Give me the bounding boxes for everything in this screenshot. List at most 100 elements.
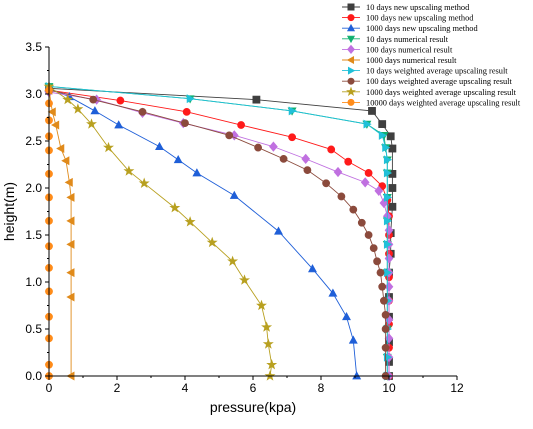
data-point xyxy=(378,282,387,291)
legend-label: 10 days weighted average upscaling resul… xyxy=(366,67,508,76)
data-point xyxy=(373,257,381,266)
data-point xyxy=(303,166,312,175)
data-point xyxy=(51,120,60,130)
data-point xyxy=(382,143,391,153)
data-point xyxy=(192,168,202,177)
data-point xyxy=(381,310,390,319)
data-point xyxy=(327,145,336,154)
data-point xyxy=(66,192,75,202)
data-point xyxy=(155,141,164,150)
legend-item: 10000 days weighted average upscaling re… xyxy=(342,98,521,107)
legend-label: 100 days numerical result xyxy=(366,45,453,54)
data-point xyxy=(342,312,351,321)
series-layer xyxy=(43,80,397,382)
data-point xyxy=(261,321,273,332)
data-point xyxy=(381,343,390,352)
data-point xyxy=(61,156,70,166)
data-point xyxy=(383,168,393,178)
y-tick-label: 2.0 xyxy=(25,181,42,195)
legend-item: 100 days weighted average upscaling resu… xyxy=(342,77,512,86)
data-point xyxy=(86,118,97,129)
data-point xyxy=(364,169,373,177)
legend-item: 1000 days weighted average upscaling res… xyxy=(342,86,517,97)
legend-item: 1000 days numerical result xyxy=(342,55,457,65)
data-point xyxy=(184,216,196,227)
data-point xyxy=(348,335,358,344)
data-point xyxy=(378,120,387,128)
legend-item: 10 days numerical result xyxy=(342,35,449,44)
data-point xyxy=(47,107,56,117)
legend-marker xyxy=(347,3,355,11)
x-tick-label: 2 xyxy=(114,381,121,395)
y-tick-label: 3.0 xyxy=(25,87,42,101)
data-point xyxy=(368,107,376,115)
data-point xyxy=(103,141,114,153)
data-point xyxy=(227,255,239,266)
legend-marker xyxy=(346,35,356,44)
x-tick-label: 12 xyxy=(450,381,464,395)
data-point xyxy=(62,93,74,105)
legend-label: 10000 days weighted average upscaling re… xyxy=(366,98,521,107)
x-axis-title: pressure(kpa) xyxy=(210,399,296,415)
x-tick-label: 6 xyxy=(250,381,257,395)
legend-marker xyxy=(346,86,356,97)
data-point xyxy=(360,177,370,188)
data-point xyxy=(383,192,393,202)
legend-label: 100 days new upscaling method xyxy=(366,14,474,23)
data-point xyxy=(364,231,373,239)
data-point xyxy=(378,130,387,140)
legend-label: 1000 days numerical result xyxy=(366,56,457,65)
data-point xyxy=(328,288,338,297)
x-tick-label: 8 xyxy=(318,381,325,395)
data-point xyxy=(383,216,393,226)
data-point xyxy=(369,244,378,253)
data-point xyxy=(381,325,390,333)
data-point xyxy=(308,264,317,273)
data-point xyxy=(262,338,274,349)
data-point xyxy=(66,239,75,249)
series-line xyxy=(48,89,387,376)
legend-label: 10 days new upscaling method xyxy=(366,3,470,12)
data-point xyxy=(374,185,384,196)
data-point xyxy=(90,106,100,115)
data-point xyxy=(66,268,75,278)
legend-item: 10 days new upscaling method xyxy=(342,3,470,12)
data-point xyxy=(269,141,278,152)
data-point xyxy=(288,106,297,116)
data-point xyxy=(89,95,98,104)
data-point xyxy=(138,107,147,116)
data-point xyxy=(322,179,330,188)
data-point xyxy=(363,119,372,129)
data-point xyxy=(256,299,267,311)
data-point xyxy=(274,226,283,235)
data-point xyxy=(237,121,245,129)
series-line xyxy=(48,87,358,377)
data-point xyxy=(379,197,389,209)
data-point xyxy=(349,205,358,214)
series-3 xyxy=(44,83,362,380)
legend-marker xyxy=(347,66,356,75)
data-point xyxy=(266,358,278,370)
x-tick-label: 0 xyxy=(46,381,53,395)
data-point xyxy=(56,144,65,153)
data-point xyxy=(114,120,124,129)
data-point xyxy=(388,144,397,153)
legend-item: 1000 days new upscaling method xyxy=(342,23,478,33)
data-point xyxy=(66,216,75,226)
data-point xyxy=(173,155,183,164)
legend-marker xyxy=(347,98,355,106)
data-point xyxy=(225,131,234,140)
legend-label: 10 days numerical result xyxy=(366,35,449,44)
data-point xyxy=(376,268,385,277)
data-point xyxy=(379,296,388,305)
legend-item: 10 days weighted average upscaling resul… xyxy=(342,66,508,76)
data-point xyxy=(64,177,73,187)
data-point xyxy=(383,239,393,249)
data-point xyxy=(169,201,181,213)
legend-label: 1000 days new upscaling method xyxy=(366,24,478,33)
legend-marker xyxy=(347,44,355,55)
y-tick-label: 3.5 xyxy=(25,40,42,54)
y-tick-label: 2.5 xyxy=(25,134,42,148)
data-point xyxy=(279,154,288,163)
